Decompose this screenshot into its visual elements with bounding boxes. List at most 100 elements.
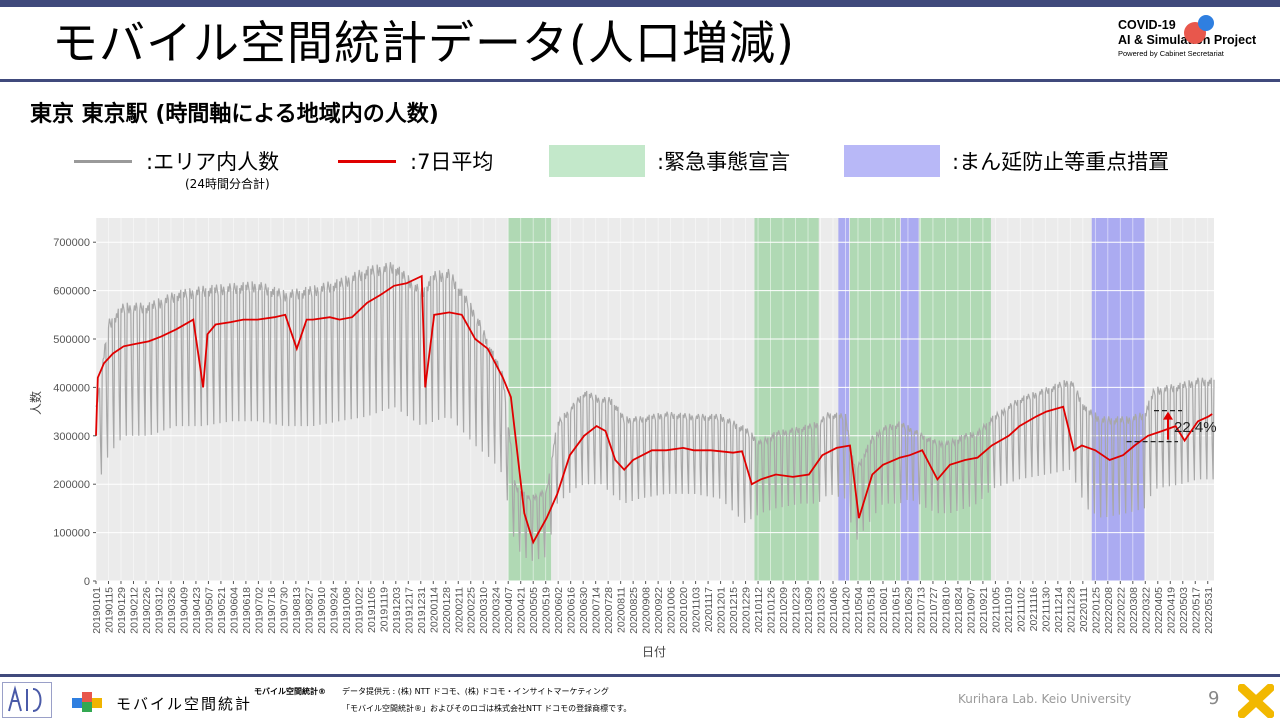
x-tick-label: 20210223 — [791, 587, 803, 634]
x-tick-label: 20211019 — [1003, 587, 1015, 633]
header-bar — [0, 0, 1280, 7]
legend-avg: :7日平均 — [338, 144, 493, 178]
y-tick-label: 400000 — [53, 382, 90, 394]
x-tick-label: 20200908 — [641, 587, 653, 634]
footer-provider: データ提供元 : (株) NTT ドコモ、(株) ドコモ・インサイトマーケティン… — [342, 687, 609, 696]
increase-arrow-head — [1163, 411, 1173, 420]
footer-mark: モバイル空間統計® — [254, 687, 326, 696]
x-tick-label: 20201020 — [678, 587, 690, 634]
x-tick-label: 20200310 — [478, 587, 490, 634]
x-tick-label: 20201229 — [741, 587, 753, 634]
y-tick-label: 100000 — [53, 528, 90, 540]
x-tick-label: 20210420 — [841, 587, 853, 634]
x-tick-label: 20190618 — [241, 587, 253, 634]
y-axis-label: 人数 — [28, 391, 43, 415]
title-divider — [0, 79, 1280, 82]
x-tick-label: 20210601 — [878, 587, 890, 634]
x-tick-label: 20191105 — [366, 587, 378, 633]
legend-label-avg: :7日平均 — [410, 150, 494, 174]
footer-trademark: 「モバイル空間統計®」およびそのロゴは株式会社NTT ドコモの登録商標です。 — [342, 704, 632, 713]
x-tick-label: 20200602 — [553, 587, 565, 634]
x-tick-label: 20201006 — [666, 587, 678, 634]
x-tick-label: 20220111 — [1078, 587, 1090, 632]
x-tick-label: 20211005 — [990, 587, 1002, 633]
x-tick-label: 20200225 — [466, 587, 478, 634]
x-tick-label: 20190521 — [216, 587, 228, 634]
emergency-band-1 — [508, 218, 552, 581]
x-tick-label: 20191231 — [416, 587, 428, 634]
footer-credit: Kurihara Lab. Keio University — [958, 692, 1132, 706]
x-tick-label: 20190326 — [166, 587, 178, 634]
x-tick-label: 20211130 — [1040, 587, 1052, 632]
legend-swatch-area — [74, 159, 132, 163]
y-tick-label: 300000 — [53, 431, 90, 443]
x-tick-label: 20220531 — [1203, 587, 1215, 634]
x-tick-label: 20210518 — [866, 587, 878, 634]
x-tick-label: 20200825 — [628, 587, 640, 634]
page-number: 9 — [1208, 688, 1220, 709]
x-axis-label: 日付 — [642, 645, 666, 659]
footer-brand: モバイル空間統計 — [116, 695, 253, 713]
x-tick-label: 20220208 — [1103, 587, 1115, 634]
x-tick-label: 20190827 — [303, 587, 315, 634]
x-tick-label: 20210921 — [978, 587, 990, 634]
x-tick-label: 20191008 — [341, 587, 353, 634]
x-tick-label: 20190813 — [291, 587, 303, 634]
logo-blue-dot — [1198, 15, 1214, 31]
x-tick-label: 20190101 — [91, 587, 103, 634]
x-tick-label: 20190409 — [178, 587, 190, 634]
x-tick-label: 20190212 — [129, 587, 141, 634]
y-tick-label: 700000 — [53, 237, 90, 249]
x-tick-label: 20190226 — [141, 587, 153, 634]
y-tick-label: 0 — [84, 576, 90, 588]
legend-area: :エリア内人数 — [74, 144, 279, 178]
x-tick-label: 20190702 — [253, 587, 265, 634]
x-tick-label: 20210824 — [953, 587, 965, 634]
x-tick-label: 20210323 — [816, 587, 828, 634]
x-tick-label: 20191217 — [403, 587, 415, 634]
x-tick-label: 20211102 — [1015, 587, 1027, 632]
logo-line1: COVID-19 — [1118, 18, 1176, 32]
logo-line3: Powered by Cabinet Secretariat — [1118, 49, 1224, 58]
legend-manbou: :まん延防止等重点措置 — [844, 144, 1169, 178]
x-tick-label: 20201117 — [703, 587, 715, 632]
x-tick-label: 20201215 — [728, 587, 740, 634]
manbou-band-2 — [900, 218, 919, 581]
x-tick-label: 20190730 — [278, 587, 290, 634]
x-tick-label: 20190423 — [191, 587, 203, 634]
x-tick-label: 20200114 — [428, 587, 440, 633]
x-tick-label: 20210810 — [940, 587, 952, 634]
x-tick-label: 20200714 — [591, 587, 603, 634]
x-tick-label: 20210907 — [965, 587, 977, 634]
x-tick-label: 20220419 — [1165, 587, 1177, 634]
x-tick-label: 20200128 — [441, 587, 453, 634]
x-tick-label: 20190716 — [266, 587, 278, 634]
x-tick-label: 20210309 — [803, 587, 815, 634]
x-tick-label: 20211116 — [1028, 587, 1040, 632]
x-tick-label: 20200211 — [453, 587, 465, 633]
x-tick-label: 20210713 — [915, 587, 927, 634]
x-tick-label: 20220125 — [1090, 587, 1102, 634]
x-tick-label: 20210112 — [753, 587, 765, 633]
x-tick-label: 20200421 — [516, 587, 528, 634]
legend-label-manbou: :まん延防止等重点措置 — [952, 150, 1170, 174]
x-tick-label: 20190924 — [328, 587, 340, 634]
x-tick-label: 20220308 — [1128, 587, 1140, 634]
x-tick-label: 20190910 — [316, 587, 328, 634]
emergency-band-4 — [919, 218, 991, 581]
lab-logo-icon — [2, 682, 52, 718]
x-tick-label: 20190312 — [154, 587, 166, 634]
legend-note-area: (24時間分合計) — [185, 177, 270, 191]
x-tick-label: 20191119 — [378, 587, 390, 632]
x-tick-label: 20200922 — [653, 587, 665, 634]
manbou-band-1 — [838, 218, 850, 581]
x-tick-label: 20210615 — [891, 587, 903, 634]
x-tick-label: 20220222 — [1115, 587, 1127, 634]
x-tick-label: 20190115 — [104, 587, 116, 633]
x-tick-label: 20190129 — [116, 587, 128, 634]
x-tick-label: 20200519 — [541, 587, 553, 634]
increase-label: 22.4% — [1174, 419, 1217, 436]
legend-label-emergency: :緊急事態宣言 — [657, 150, 791, 174]
x-tick-label: 20201103 — [691, 587, 703, 633]
mobile-stats-logo-icon — [70, 686, 110, 716]
